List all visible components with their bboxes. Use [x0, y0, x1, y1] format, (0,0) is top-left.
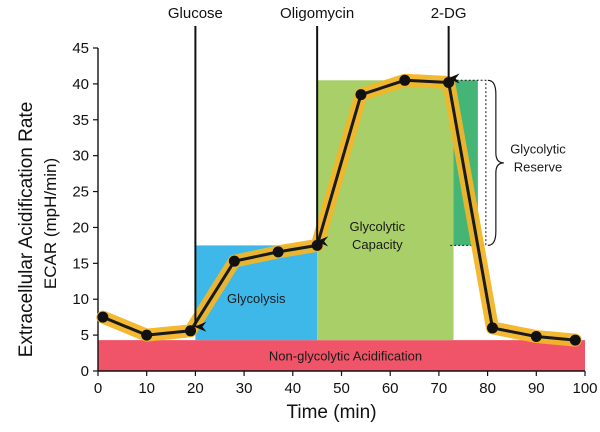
- reserve-brace: [487, 79, 504, 246]
- y-tick-label: 40: [72, 76, 89, 93]
- reserve-dotted-outline: [448, 79, 487, 246]
- data-point: [185, 325, 197, 337]
- data-point: [355, 89, 367, 101]
- y-tick-label: 35: [72, 112, 89, 129]
- region-non-glycolytic: [98, 340, 585, 371]
- annotation-glucose-label: Glucose: [168, 5, 223, 22]
- data-point: [272, 246, 284, 258]
- series-layer: [96, 73, 582, 347]
- x-tick-label: 30: [236, 380, 253, 397]
- y-axis-title-line2: ECAR (mpH/min): [41, 158, 60, 289]
- series-line: [101, 78, 577, 342]
- region-label-capacity-line2: Capacity: [352, 237, 403, 252]
- x-tick-label: 80: [479, 380, 496, 397]
- y-axis-title-line1: Extracellular Acidification Rate: [16, 102, 37, 358]
- region-glycolytic-capacity: [317, 80, 454, 341]
- ticks-layer: 0 5 10 15 20 25 30 35 40 45 0 10 20 30 40 50 60 70 80 90 100: [72, 40, 597, 397]
- y-tick-label: 5: [81, 327, 89, 344]
- titles-layer: Time (min) Extracellular Acidification Ra…: [16, 102, 377, 423]
- data-point: [399, 74, 411, 86]
- annotation-2dg-label: 2-DG: [431, 5, 467, 22]
- region-label-reserve-line1: Glycolytic: [510, 142, 566, 157]
- data-point: [311, 239, 323, 251]
- y-tick-label: 30: [72, 148, 89, 165]
- y-tick-label: 45: [72, 40, 89, 57]
- region-label-reserve-line2: Reserve: [514, 159, 562, 174]
- regions-layer: Non-glycolytic Acidification Glycolysis Gl…: [98, 79, 585, 371]
- x-axis-title: Time (min): [286, 402, 376, 423]
- annotations-layer: Glucose Oligomycin 2-DG: [168, 5, 467, 332]
- data-point: [569, 334, 581, 346]
- region-label-capacity-line1: Glycolytic: [350, 219, 406, 234]
- x-tick-label: 100: [572, 380, 597, 397]
- data-point: [530, 331, 542, 343]
- annotation-oligomycin-label: Oligomycin: [280, 5, 354, 22]
- y-tick-label: 10: [72, 291, 89, 308]
- x-tick-label: 90: [528, 380, 545, 397]
- y-tick-label: 25: [72, 184, 89, 201]
- data-point: [443, 76, 455, 88]
- data-point: [97, 311, 109, 323]
- data-point: [228, 255, 240, 267]
- x-tick-label: 10: [138, 380, 155, 397]
- x-tick-label: 40: [284, 380, 301, 397]
- data-point: [141, 329, 153, 341]
- region-label-glycolysis: Glycolysis: [227, 291, 286, 306]
- x-tick-label: 50: [333, 380, 350, 397]
- y-tick-label: 20: [72, 219, 89, 236]
- x-tick-label: 0: [94, 380, 102, 397]
- region-label-non-glycolytic: Non-glycolytic Acidification: [269, 349, 422, 364]
- data-point: [486, 322, 498, 334]
- x-tick-label: 20: [187, 380, 204, 397]
- y-tick-label: 15: [72, 255, 89, 272]
- x-tick-label: 70: [431, 380, 448, 397]
- y-tick-label: 0: [81, 363, 89, 380]
- x-tick-label: 60: [382, 380, 399, 397]
